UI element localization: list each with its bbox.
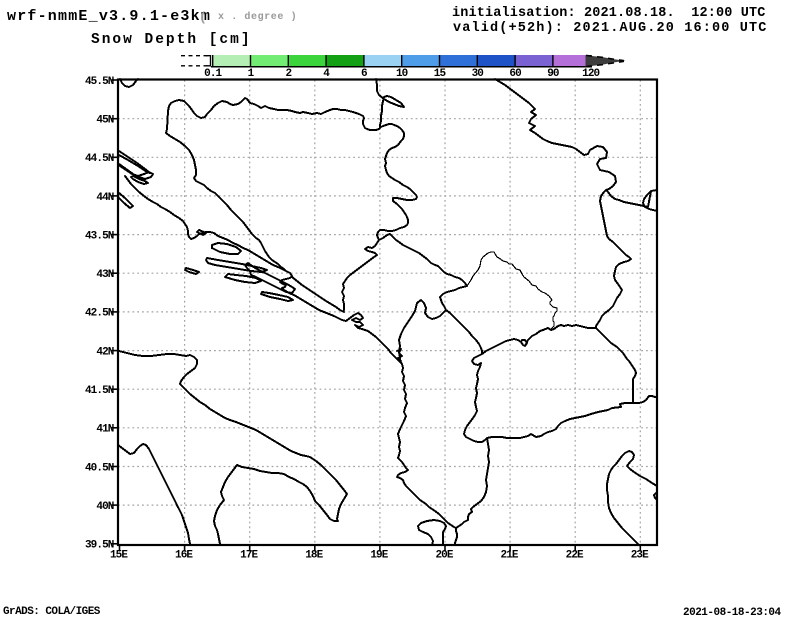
svg-text:10: 10: [396, 68, 408, 80]
svg-text:6: 6: [361, 68, 367, 80]
svg-text:60: 60: [509, 68, 521, 80]
svg-text:42.5N: 42.5N: [85, 308, 114, 320]
svg-text:15E: 15E: [110, 549, 128, 561]
svg-text:16E: 16E: [175, 549, 193, 561]
svg-text:41N: 41N: [96, 424, 113, 436]
svg-text:43.5N: 43.5N: [85, 230, 114, 242]
svg-text:23E: 23E: [631, 549, 649, 561]
svg-text:40N: 40N: [96, 501, 113, 513]
svg-text:40.5N: 40.5N: [85, 462, 114, 474]
svg-text:45N: 45N: [96, 115, 113, 127]
svg-text:44N: 44N: [96, 192, 113, 204]
svg-text:21E: 21E: [501, 549, 519, 561]
svg-text:15: 15: [434, 68, 447, 80]
svg-text:90: 90: [547, 68, 559, 80]
svg-text:0.1: 0.1: [204, 68, 222, 80]
svg-text:41.5N: 41.5N: [85, 385, 114, 397]
svg-text:45.5N: 45.5N: [85, 76, 114, 88]
svg-text:120: 120: [582, 68, 599, 80]
svg-text:30: 30: [472, 68, 484, 80]
svg-text:19E: 19E: [370, 549, 388, 561]
svg-text:17E: 17E: [240, 549, 258, 561]
svg-text:43N: 43N: [96, 269, 113, 281]
svg-text:42N: 42N: [96, 346, 113, 358]
svg-text:1: 1: [248, 68, 255, 80]
svg-text:44.5N: 44.5N: [85, 153, 114, 165]
svg-text:39.5N: 39.5N: [85, 540, 114, 552]
svg-text:18E: 18E: [305, 549, 323, 561]
svg-text:22E: 22E: [566, 549, 584, 561]
svg-text:2: 2: [285, 68, 291, 80]
svg-text:20E: 20E: [435, 549, 453, 561]
svg-text:4: 4: [323, 68, 330, 80]
